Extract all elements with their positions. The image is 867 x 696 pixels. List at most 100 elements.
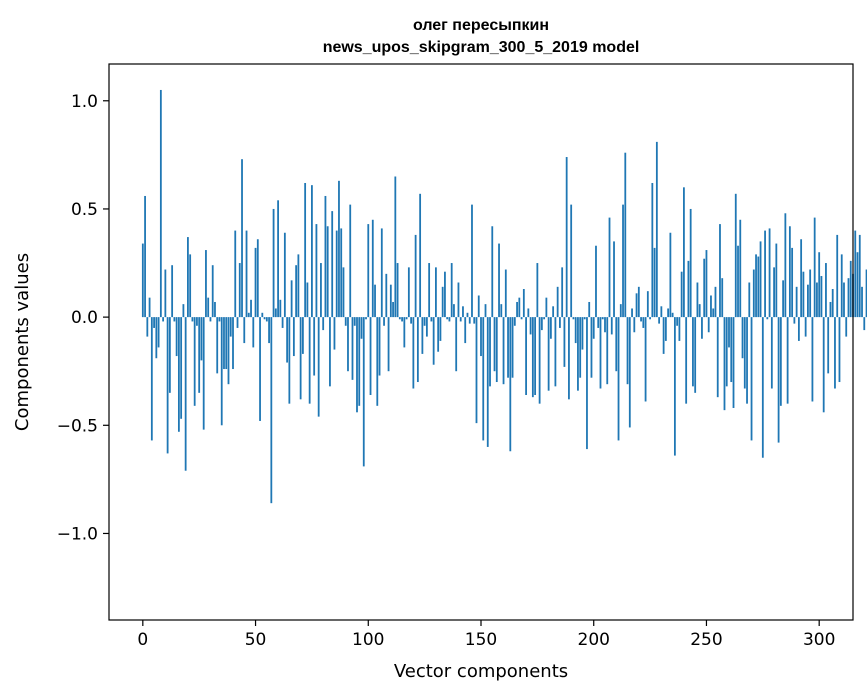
bar-242 — [687, 260, 690, 318]
bar-302 — [822, 317, 825, 413]
bar-52 — [259, 317, 261, 421]
bar-237 — [676, 317, 679, 326]
bar-189 — [568, 317, 570, 400]
bar-163 — [509, 317, 512, 452]
bar-95 — [356, 317, 358, 413]
bar-104 — [376, 317, 379, 406]
bar-175 — [536, 263, 539, 318]
bar-178 — [543, 317, 546, 320]
bar-9 — [162, 317, 165, 322]
bar-309 — [838, 317, 841, 383]
bar-192 — [574, 317, 577, 344]
bar-277 — [766, 317, 769, 320]
bar-40 — [232, 317, 234, 370]
bar-16 — [177, 317, 180, 432]
bar-20 — [187, 237, 189, 318]
bar-264 — [737, 245, 739, 318]
bar-1 — [144, 195, 146, 318]
bar-151 — [482, 317, 485, 441]
bar-295 — [807, 284, 809, 318]
bar-282 — [777, 317, 780, 443]
bar-116 — [403, 317, 406, 348]
bar-36 — [223, 317, 225, 370]
bar-247 — [698, 304, 701, 318]
bar-170 — [525, 317, 527, 395]
bar-238 — [678, 317, 681, 341]
bar-126 — [425, 317, 428, 337]
bar-215 — [626, 317, 629, 385]
bar-210 — [615, 317, 618, 372]
bar-129 — [432, 317, 435, 365]
bar-133 — [441, 286, 444, 318]
bar-300 — [818, 252, 821, 318]
bar-65 — [288, 317, 291, 404]
bar-84 — [331, 211, 334, 318]
bar-157 — [495, 317, 498, 383]
bar-72 — [304, 182, 307, 318]
y-tick-label: 0.0 — [71, 308, 98, 328]
bar-234 — [669, 232, 672, 318]
bar-209 — [613, 241, 615, 318]
bar-171 — [527, 308, 530, 318]
bar-254 — [714, 286, 717, 318]
bar-144 — [466, 312, 469, 318]
bar-299 — [816, 282, 818, 318]
bar-251 — [707, 317, 710, 333]
bar-10 — [164, 269, 167, 318]
bar-256 — [719, 224, 721, 318]
bar-297 — [811, 317, 814, 402]
bar-314 — [849, 260, 852, 318]
bar-119 — [410, 317, 413, 324]
bar-202 — [597, 317, 600, 328]
bar-168 — [520, 317, 523, 320]
bar-232 — [664, 317, 667, 341]
bar-279 — [770, 317, 773, 389]
bar-series — [141, 89, 867, 504]
bar-137 — [450, 263, 453, 318]
bar-195 — [581, 317, 584, 350]
bar-304 — [827, 317, 830, 374]
bar-200 — [592, 317, 595, 339]
bar-61 — [279, 299, 282, 318]
bar-162 — [507, 317, 509, 378]
bar-122 — [416, 317, 419, 383]
bar-56 — [268, 317, 270, 344]
bar-227 — [653, 247, 656, 318]
bar-221 — [640, 317, 642, 322]
bar-190 — [570, 204, 573, 318]
bar-99 — [365, 317, 367, 320]
bar-188 — [565, 157, 568, 318]
bar-281 — [775, 243, 778, 318]
bar-45 — [243, 317, 246, 344]
bar-73 — [306, 282, 309, 318]
bar-30 — [209, 317, 212, 322]
bar-288 — [791, 247, 794, 318]
bar-313 — [847, 278, 850, 318]
bar-13 — [171, 265, 174, 318]
bar-231 — [662, 317, 665, 354]
bar-110 — [389, 284, 392, 318]
bar-253 — [712, 308, 715, 318]
bar-280 — [773, 267, 775, 318]
bar-174 — [534, 317, 537, 395]
bar-214 — [624, 152, 627, 318]
bar-239 — [680, 271, 683, 318]
bar-142 — [462, 306, 464, 318]
bar-34 — [218, 317, 221, 322]
bar-198 — [588, 301, 591, 318]
bar-77 — [315, 224, 318, 318]
bar-166 — [516, 301, 518, 318]
bar-185 — [559, 317, 561, 328]
bar-246 — [696, 282, 699, 318]
bar-201 — [595, 245, 597, 318]
bar-259 — [725, 317, 728, 387]
bar-66 — [290, 280, 293, 318]
bar-87 — [338, 180, 340, 318]
bar-7 — [157, 317, 160, 348]
bar-51 — [256, 239, 259, 318]
bar-276 — [764, 230, 766, 318]
bar-272 — [755, 254, 757, 318]
bar-177 — [540, 317, 543, 331]
bar-271 — [752, 269, 755, 318]
